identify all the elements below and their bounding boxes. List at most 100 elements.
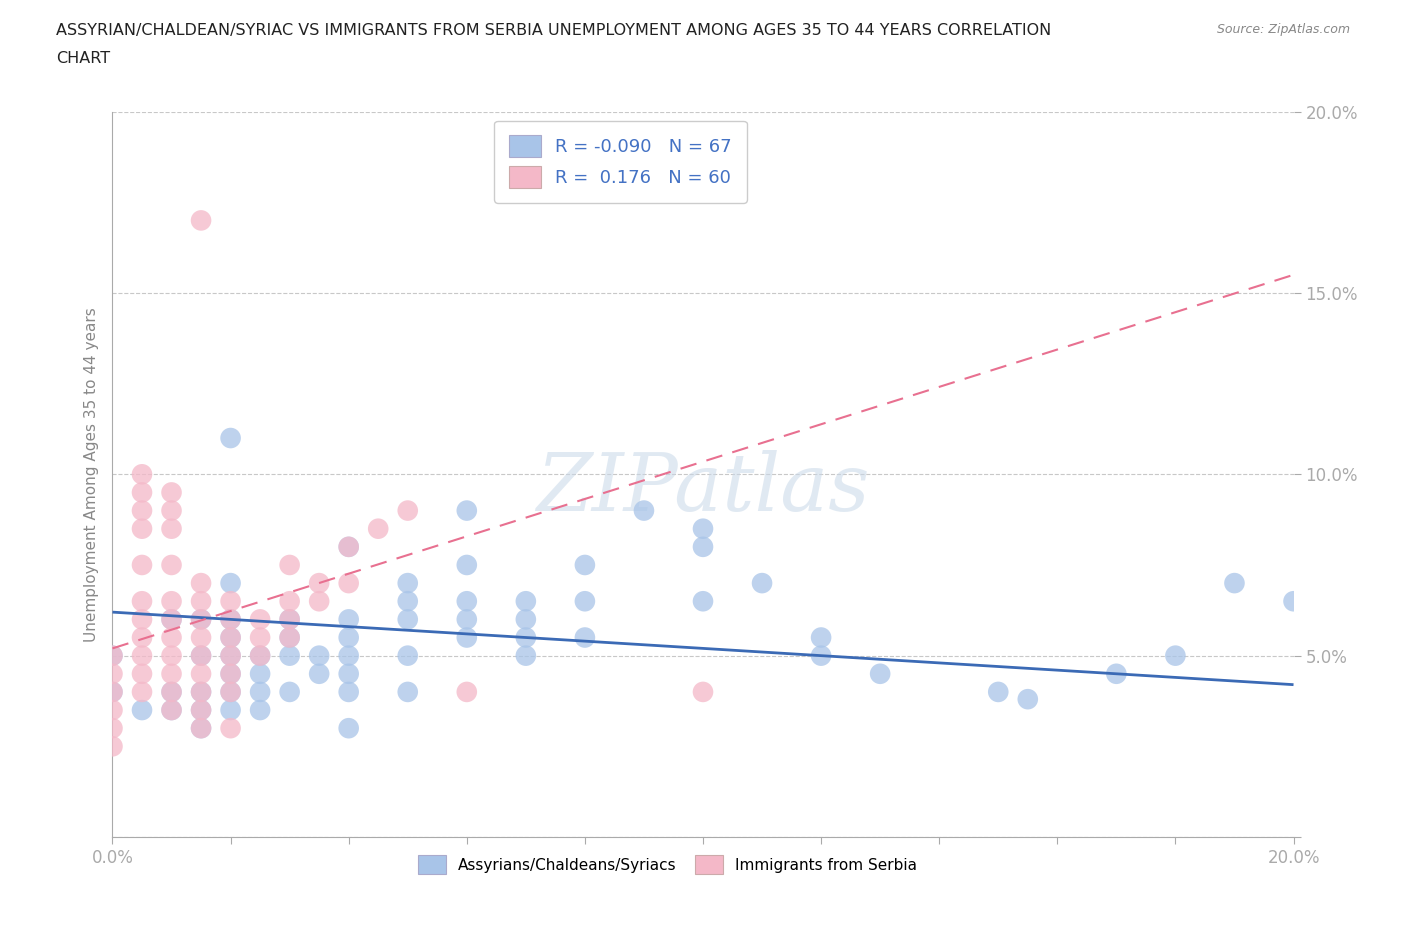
Point — [1017, 692, 1039, 707]
Point — [869, 667, 891, 682]
Point — [219, 703, 242, 718]
Point — [515, 631, 537, 645]
Point — [160, 521, 183, 536]
Point — [249, 703, 271, 718]
Point — [160, 612, 183, 627]
Point — [456, 503, 478, 518]
Point — [278, 612, 301, 627]
Point — [692, 684, 714, 699]
Point — [337, 612, 360, 627]
Point — [337, 684, 360, 699]
Point — [219, 631, 242, 645]
Point — [131, 467, 153, 482]
Point — [219, 684, 242, 699]
Point — [692, 539, 714, 554]
Point — [692, 594, 714, 609]
Point — [456, 684, 478, 699]
Point — [160, 667, 183, 682]
Point — [190, 684, 212, 699]
Point — [278, 631, 301, 645]
Point — [131, 558, 153, 573]
Point — [219, 576, 242, 591]
Point — [1105, 667, 1128, 682]
Point — [456, 612, 478, 627]
Point — [160, 684, 183, 699]
Point — [396, 576, 419, 591]
Point — [456, 594, 478, 609]
Point — [396, 684, 419, 699]
Point — [219, 667, 242, 682]
Point — [337, 539, 360, 554]
Point — [219, 721, 242, 736]
Text: CHART: CHART — [56, 51, 110, 66]
Point — [810, 631, 832, 645]
Point — [131, 521, 153, 536]
Point — [219, 431, 242, 445]
Point — [633, 503, 655, 518]
Point — [249, 648, 271, 663]
Point — [190, 612, 212, 627]
Point — [101, 721, 124, 736]
Point — [278, 631, 301, 645]
Point — [190, 594, 212, 609]
Point — [396, 612, 419, 627]
Point — [160, 485, 183, 500]
Text: Source: ZipAtlas.com: Source: ZipAtlas.com — [1216, 23, 1350, 36]
Point — [337, 539, 360, 554]
Point — [160, 631, 183, 645]
Point — [190, 648, 212, 663]
Point — [101, 648, 124, 663]
Point — [1223, 576, 1246, 591]
Point — [751, 576, 773, 591]
Point — [249, 612, 271, 627]
Point — [515, 648, 537, 663]
Point — [396, 503, 419, 518]
Point — [337, 576, 360, 591]
Point — [190, 703, 212, 718]
Point — [810, 648, 832, 663]
Point — [308, 648, 330, 663]
Point — [190, 703, 212, 718]
Point — [219, 594, 242, 609]
Point — [219, 684, 242, 699]
Point — [190, 684, 212, 699]
Point — [190, 667, 212, 682]
Point — [160, 684, 183, 699]
Point — [101, 684, 124, 699]
Point — [337, 631, 360, 645]
Point — [278, 594, 301, 609]
Point — [219, 612, 242, 627]
Point — [190, 576, 212, 591]
Point — [190, 612, 212, 627]
Point — [249, 667, 271, 682]
Point — [396, 594, 419, 609]
Point — [249, 648, 271, 663]
Point — [160, 558, 183, 573]
Point — [396, 648, 419, 663]
Legend: Assyrians/Chaldeans/Syriacs, Immigrants from Serbia: Assyrians/Chaldeans/Syriacs, Immigrants … — [412, 849, 922, 880]
Point — [101, 667, 124, 682]
Point — [131, 631, 153, 645]
Point — [219, 667, 242, 682]
Point — [131, 684, 153, 699]
Point — [249, 631, 271, 645]
Point — [101, 684, 124, 699]
Point — [219, 612, 242, 627]
Point — [190, 631, 212, 645]
Point — [692, 521, 714, 536]
Point — [131, 667, 153, 682]
Point — [308, 576, 330, 591]
Point — [367, 521, 389, 536]
Point — [574, 594, 596, 609]
Point — [101, 703, 124, 718]
Point — [131, 703, 153, 718]
Point — [456, 558, 478, 573]
Text: ASSYRIAN/CHALDEAN/SYRIAC VS IMMIGRANTS FROM SERBIA UNEMPLOYMENT AMONG AGES 35 TO: ASSYRIAN/CHALDEAN/SYRIAC VS IMMIGRANTS F… — [56, 23, 1052, 38]
Point — [278, 612, 301, 627]
Point — [160, 703, 183, 718]
Point — [574, 558, 596, 573]
Point — [160, 503, 183, 518]
Point — [219, 631, 242, 645]
Point — [456, 631, 478, 645]
Point — [278, 558, 301, 573]
